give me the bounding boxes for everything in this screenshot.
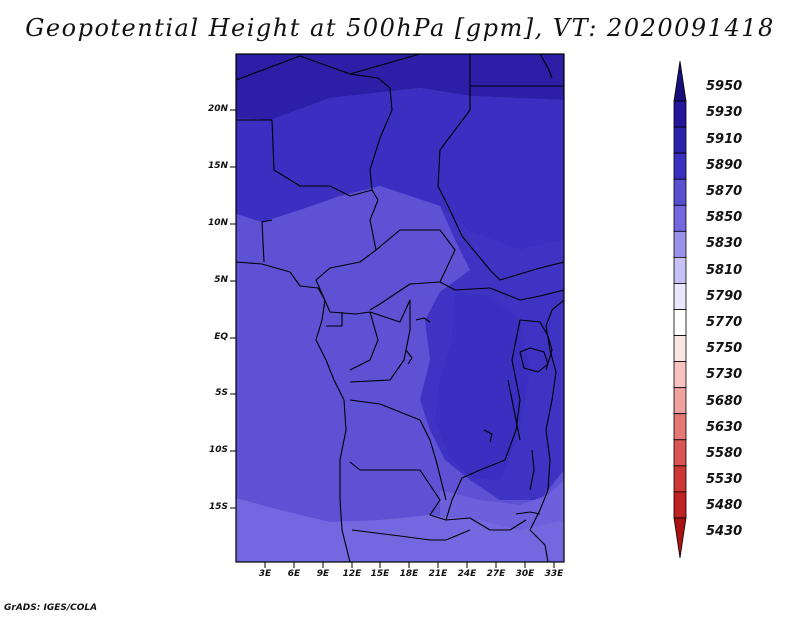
lon-label-9e: 9E [316, 569, 330, 579]
colorbar-label-5790: 5790 [706, 289, 743, 304]
country-borders [236, 54, 564, 562]
lat-label-15s: 15S [208, 502, 228, 512]
field-band-east-core [435, 292, 530, 480]
lon-label-30e: 30E [515, 569, 535, 579]
map-frame [230, 53, 565, 568]
field-band-south-light [236, 498, 564, 562]
colorbar-swatch-5910 [673, 126, 687, 154]
lat-label-15n: 15N [207, 161, 228, 171]
colorbar-swatch-5750 [673, 335, 687, 363]
colorbar-swatch-5730 [673, 361, 687, 389]
lake-victoria [519, 347, 549, 373]
border-gabon [326, 312, 343, 327]
border-north-1 [236, 55, 393, 191]
colorbar-swatch-5890 [673, 152, 687, 180]
lat-label-20n: 20N [207, 104, 228, 114]
border-drc-east [445, 319, 521, 521]
field-band-north-darkest [236, 54, 564, 120]
colorbar-label-5770: 5770 [706, 315, 743, 330]
colorbar-label-5830: 5830 [706, 236, 743, 251]
field-band-southeast-light [440, 480, 564, 530]
colorbar-swatch-5480 [673, 491, 687, 519]
colorbar-label-5870: 5870 [706, 184, 743, 199]
colorbar-swatch-5680 [673, 387, 687, 415]
colorbar-swatch-5830 [673, 230, 687, 258]
colorbar-swatch-5950 [673, 60, 687, 102]
colorbar-swatch-5790 [673, 283, 687, 310]
lon-label-27e: 27E [486, 569, 506, 579]
river-congo-2 [405, 349, 413, 365]
lat-label-10n: 10N [207, 218, 228, 228]
colorbar-swatch-5870 [673, 178, 687, 206]
colorbar-swatch-5630 [673, 413, 687, 441]
height-field [236, 54, 564, 562]
border-angola [349, 461, 471, 521]
colorbar-label-5810: 5810 [706, 263, 743, 278]
lon-label-3e: 3E [258, 569, 272, 579]
lon-label-24e: 24E [457, 569, 477, 579]
border-car [439, 281, 564, 301]
border-north-2 [349, 54, 421, 75]
border-zambia [469, 517, 527, 531]
colorbar-label-5480: 5480 [706, 498, 743, 513]
lon-label-12e: 12E [342, 569, 362, 579]
colorbar-label-5580: 5580 [706, 446, 743, 461]
border-south [351, 529, 471, 541]
colorbar-label-5630: 5630 [706, 420, 743, 435]
map-title: Geopotential Height at 500hPa [gpm], VT:… [25, 14, 775, 42]
border-nigeria [261, 219, 273, 263]
colorbar-swatch-5930 [673, 100, 687, 128]
lat-label-5s: 5S [215, 388, 228, 398]
lon-label-21e: 21E [428, 569, 448, 579]
colorbar-label-5910: 5910 [706, 132, 743, 147]
border-congo [349, 299, 411, 383]
colorbar-swatch-5430 [673, 517, 687, 559]
colorbar-label-5730: 5730 [706, 367, 743, 382]
lake-kariba [515, 511, 541, 515]
river-congo-1 [415, 317, 431, 323]
lat-label-10s: 10S [208, 445, 228, 455]
colorbar-label-5930: 5930 [706, 105, 743, 120]
lake-tanganyika [507, 379, 521, 441]
lake-malawi [529, 449, 535, 491]
colorbar-label-5430: 5430 [706, 524, 743, 539]
colorbar-label-5680: 5680 [706, 394, 743, 409]
field-band-north-dark [236, 88, 564, 250]
colorbar-label-5530: 5530 [706, 472, 743, 487]
border-north-3 [437, 54, 471, 237]
lon-label-15e: 15E [370, 569, 390, 579]
border-sahel [236, 119, 373, 197]
lat-label-eq: EQ [214, 332, 228, 342]
field-band-west-mid [236, 186, 455, 310]
colorbar-swatch-5770 [673, 309, 687, 336]
grads-credit: GrADS: IGES/COLA [4, 603, 98, 613]
colorbar-label-5850: 5850 [706, 210, 743, 225]
plot-border [235, 53, 565, 563]
lon-label-33e: 33E [544, 569, 564, 579]
lake-mweru [483, 429, 493, 443]
coastline-east [529, 299, 564, 562]
border-drc-south [349, 399, 447, 501]
colorbar-swatch-5580 [673, 439, 687, 467]
lat-label-5n: 5N [214, 275, 228, 285]
lon-label-18e: 18E [399, 569, 419, 579]
colorbar-label-5890: 5890 [706, 158, 743, 173]
coastline-west [236, 261, 351, 562]
border-uganda-kenya [519, 319, 553, 371]
red-sea-coast [539, 54, 553, 79]
colorbar-label-5950: 5950 [706, 79, 743, 94]
colorbar-swatch-5850 [673, 204, 687, 232]
lon-label-6e: 6E [287, 569, 301, 579]
colorbar-swatch-5810 [673, 256, 687, 284]
colorbar [673, 60, 687, 559]
colorbar-swatch-5530 [673, 465, 687, 493]
border-sudan [461, 235, 564, 281]
border-chad [369, 229, 456, 311]
colorbar-label-5750: 5750 [706, 341, 743, 356]
